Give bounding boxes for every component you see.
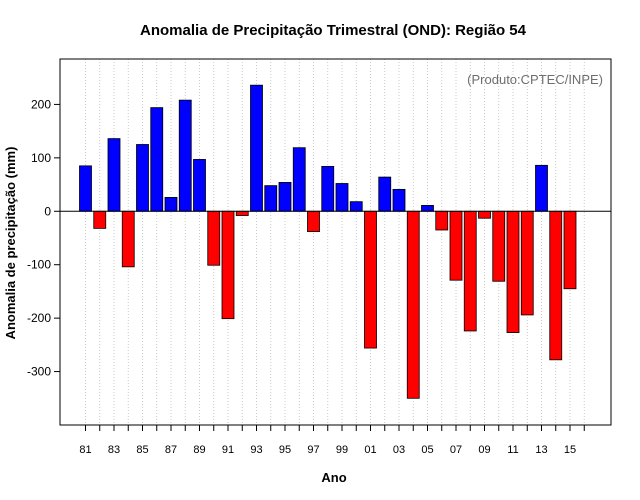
y-tick-label: 200 — [31, 97, 51, 111]
bar-2005 — [421, 204, 434, 212]
x-tick-label: 83 — [108, 444, 120, 456]
x-tick-label: 05 — [421, 444, 433, 456]
y-tick-label: 100 — [31, 151, 51, 165]
bars — [79, 84, 577, 399]
x-axis-label: Ano — [321, 470, 346, 485]
x-tick-label: 85 — [136, 444, 148, 456]
bar-1999 — [335, 183, 349, 212]
bar-2003 — [392, 188, 406, 212]
bar-2007 — [449, 210, 463, 281]
bar-2006 — [435, 210, 449, 231]
bar-2014 — [549, 210, 563, 361]
bar-1998 — [321, 165, 335, 212]
y-tick-label: -200 — [27, 311, 51, 325]
x-tick-label: 93 — [250, 444, 262, 456]
y-axis-label: Anomalia de precipitação (mm) — [3, 147, 18, 340]
x-tick-label: 07 — [450, 444, 462, 456]
bar-1982 — [93, 210, 107, 229]
x-tick-label: 89 — [193, 444, 205, 456]
bar-2008 — [463, 210, 477, 332]
bar-2002 — [378, 176, 392, 212]
bar-1996 — [292, 147, 306, 212]
bar-1993 — [250, 84, 263, 212]
bar-1991 — [221, 210, 235, 320]
x-tick-label: 97 — [307, 444, 319, 456]
x-tick-label: 03 — [393, 444, 405, 456]
x-tick-label: 09 — [478, 444, 490, 456]
x-tick-label: 99 — [336, 444, 348, 456]
bar-2013 — [535, 164, 548, 212]
x-tick-label: 01 — [364, 444, 376, 456]
bar-2000 — [349, 201, 363, 212]
x-tick-label: 81 — [79, 444, 91, 456]
bar-1995 — [278, 182, 292, 212]
chart-title: Anomalia de Precipitação Trimestral (OND… — [140, 22, 527, 39]
source-annotation: (Produto:CPTEC/INPE) — [467, 72, 603, 87]
bar-2009 — [478, 210, 491, 219]
bar-2001 — [364, 210, 377, 349]
bar-1994 — [264, 185, 278, 212]
bar-1989 — [193, 159, 206, 212]
y-axis: -300 -200 -100 0 100 200 — [27, 97, 60, 379]
y-tick-label: -300 — [27, 365, 51, 379]
x-tick-label: 91 — [222, 444, 234, 456]
bar-1983 — [107, 138, 121, 212]
bar-1997 — [307, 210, 320, 232]
bar-2004 — [406, 210, 420, 399]
x-tick-label: 15 — [564, 444, 576, 456]
bar-1985 — [136, 144, 149, 212]
plot-frame — [59, 58, 612, 426]
bar-1986 — [150, 107, 164, 212]
bar-2015 — [563, 210, 577, 290]
y-tick-label: 0 — [44, 204, 51, 218]
bar-1990 — [207, 210, 221, 266]
y-tick-label: -100 — [27, 258, 51, 272]
bar-1981 — [79, 165, 92, 212]
x-tick-label: 13 — [535, 444, 547, 456]
bar-1988 — [178, 99, 192, 212]
bar-2012 — [520, 210, 534, 316]
bar-2010 — [492, 210, 506, 282]
x-tick-label: 11 — [507, 444, 518, 456]
x-axis: 81 83 85 87 89 91 93 95 97 99 01 03 05 07 09 11 13 15 — [79, 425, 585, 456]
bar-1984 — [121, 210, 135, 268]
x-tick-label: 87 — [165, 444, 177, 456]
x-tick-label: 95 — [279, 444, 291, 456]
bar-1992 — [235, 210, 249, 216]
bar-1987 — [164, 196, 178, 212]
bar-2011 — [506, 210, 520, 333]
